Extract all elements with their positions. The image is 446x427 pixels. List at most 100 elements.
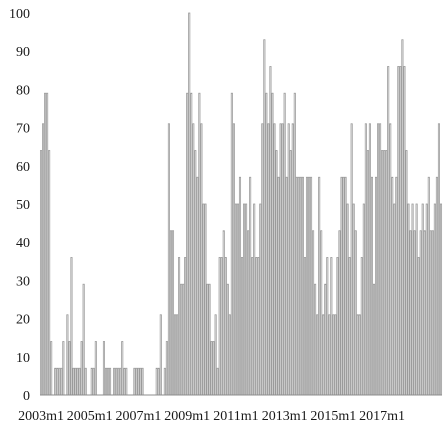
bar	[155, 367, 158, 396]
x-tick-label: 2009m1	[164, 409, 210, 424]
bar	[190, 92, 193, 396]
bar	[372, 283, 376, 396]
bar	[273, 123, 276, 396]
bar	[184, 257, 187, 396]
x-axis-tick-labels: 2003m1 2005m1 2007m1 2009m1 2011m1 2013m1 2015…	[18, 409, 405, 424]
bar	[261, 123, 264, 396]
bar	[200, 123, 203, 396]
bar	[437, 123, 440, 396]
bar	[287, 123, 290, 396]
bar	[159, 314, 162, 396]
bar	[176, 314, 179, 396]
y-tick-label: 50	[16, 198, 30, 213]
bar	[433, 203, 436, 396]
bar	[366, 150, 369, 396]
bar	[389, 123, 392, 396]
bar	[194, 150, 197, 396]
bar	[94, 341, 97, 396]
bar	[117, 367, 120, 396]
bar	[395, 176, 398, 396]
bar	[60, 367, 63, 396]
bar	[403, 66, 406, 396]
bar	[421, 203, 424, 396]
bar	[279, 123, 282, 396]
bar	[80, 341, 83, 396]
bar	[210, 341, 213, 396]
bar	[192, 123, 195, 396]
y-axis-tick-labels: 0 10 20 30 40 50 60 70 80 90 100	[9, 7, 30, 404]
bar	[295, 176, 298, 396]
bar	[362, 203, 365, 396]
bar	[253, 203, 256, 396]
bar	[228, 314, 231, 396]
x-tick-label: 2017m1	[359, 409, 405, 424]
bar	[439, 203, 443, 396]
bar	[222, 230, 225, 396]
bar	[342, 176, 345, 396]
bar	[334, 314, 337, 396]
bar	[123, 367, 126, 396]
bar	[352, 203, 355, 396]
bar	[54, 367, 57, 396]
bar	[163, 367, 166, 396]
bar	[409, 230, 412, 396]
bar	[204, 203, 207, 396]
bar	[39, 150, 43, 396]
bar	[133, 367, 136, 396]
bar	[167, 123, 170, 396]
y-tick-label: 40	[16, 236, 30, 251]
bar	[180, 283, 183, 396]
y-tick-label: 10	[16, 351, 30, 366]
bar	[407, 203, 410, 396]
bar	[423, 230, 426, 396]
bar	[78, 367, 81, 396]
bar	[401, 39, 404, 396]
bar	[405, 150, 408, 396]
bar	[324, 283, 327, 396]
bar	[46, 92, 49, 396]
bar	[374, 176, 378, 396]
bar	[238, 176, 242, 396]
bar	[113, 367, 116, 396]
bar	[141, 367, 144, 396]
bar	[66, 314, 69, 396]
bar	[74, 367, 77, 396]
bar	[391, 176, 394, 396]
bar	[243, 203, 246, 396]
bar	[330, 257, 333, 396]
bar	[419, 230, 422, 396]
bar	[301, 176, 304, 396]
bar	[234, 203, 237, 396]
bar	[318, 176, 321, 396]
bar	[277, 176, 280, 396]
bar	[173, 314, 177, 396]
bar	[358, 314, 361, 396]
bar	[104, 367, 108, 396]
bar	[84, 367, 87, 396]
bar	[56, 367, 59, 396]
bar	[350, 123, 353, 396]
x-tick-label: 2003m1	[18, 409, 64, 424]
y-tick-label: 30	[16, 274, 30, 289]
bar	[346, 203, 349, 396]
bar	[338, 230, 341, 396]
bar	[90, 367, 93, 396]
bar	[269, 66, 272, 396]
bar	[249, 176, 252, 396]
bar	[171, 230, 175, 396]
bar	[76, 367, 79, 396]
bar	[425, 203, 428, 396]
bar	[196, 176, 199, 396]
bar	[275, 150, 278, 396]
x-tick-label: 2007m1	[116, 409, 162, 424]
bar	[417, 257, 420, 396]
bar	[62, 341, 65, 396]
bar	[259, 203, 262, 396]
bar	[92, 367, 95, 396]
bar	[102, 341, 105, 396]
bar	[135, 367, 138, 396]
bar	[216, 367, 219, 396]
bar	[399, 66, 402, 396]
bar	[247, 230, 250, 396]
bar	[115, 367, 118, 396]
